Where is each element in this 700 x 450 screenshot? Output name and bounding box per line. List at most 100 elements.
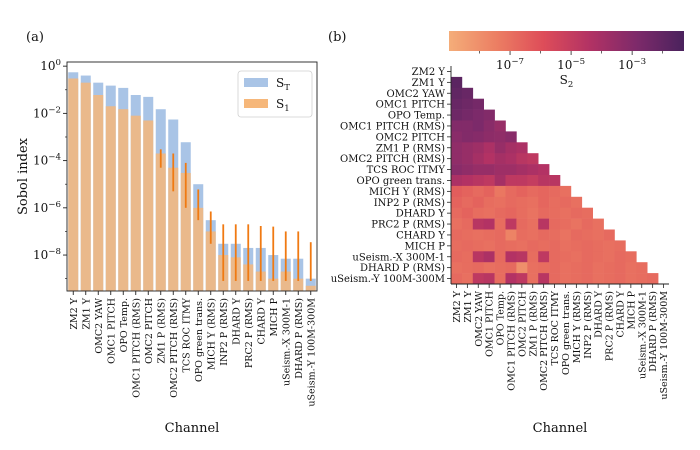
heatmap-cell bbox=[647, 273, 659, 285]
heatmap-cell bbox=[451, 109, 463, 121]
col-label: uSeism.-X 300M-1 bbox=[637, 291, 648, 379]
heatmap-cell bbox=[472, 185, 484, 198]
heatmap-cell bbox=[461, 229, 474, 241]
heatmap-cell bbox=[570, 240, 583, 252]
x-tick-label: uSeism.-X 300M-1 bbox=[281, 298, 292, 386]
heatmap-cell bbox=[603, 251, 615, 263]
colorbar-label: S2 bbox=[560, 73, 574, 90]
x-tick-label: INP2 P (RMS) bbox=[219, 298, 230, 366]
heatmap-cell bbox=[560, 207, 572, 219]
heatmap-cell bbox=[494, 218, 506, 230]
heatmap-cell bbox=[451, 87, 463, 99]
heatmap-cell bbox=[560, 218, 572, 230]
heatmap-cell bbox=[538, 229, 550, 241]
heatmap-cell bbox=[483, 273, 495, 285]
col-label: uSeism.-Y 100M-300M bbox=[659, 291, 670, 400]
heatmap-cell bbox=[603, 262, 615, 274]
heatmap-cell bbox=[461, 273, 474, 285]
bar-s1 bbox=[155, 153, 166, 291]
heatmap-cell bbox=[472, 229, 484, 241]
col-label: DHARD P (RMS) bbox=[648, 291, 659, 372]
bar-s1 bbox=[143, 120, 154, 292]
heatmap-cell bbox=[505, 262, 517, 274]
heatmap-cell bbox=[505, 207, 517, 219]
heatmap-cell bbox=[505, 164, 517, 176]
row-label: OPO green trans. bbox=[357, 176, 445, 187]
heatmap-cell bbox=[581, 273, 593, 285]
heatmap-cell bbox=[461, 240, 474, 252]
heatmap-cell bbox=[549, 196, 561, 208]
heatmap-cell bbox=[538, 218, 550, 230]
heatmap-cell bbox=[451, 142, 463, 154]
heatmap-cell bbox=[614, 262, 626, 274]
row-label: MICH P bbox=[405, 241, 446, 252]
bar-axes-frame bbox=[66, 61, 318, 292]
row-label: MICH Y (RMS) bbox=[369, 187, 445, 198]
legend-swatch-s1 bbox=[244, 99, 268, 108]
col-label: ZM1 Y bbox=[463, 290, 474, 322]
bar-s1 bbox=[93, 95, 104, 292]
heatmap-cell bbox=[549, 175, 561, 187]
heatmap-cell bbox=[570, 273, 583, 285]
heatmap-cell bbox=[451, 185, 463, 198]
heatmap-cell bbox=[527, 240, 539, 252]
heatmap-cell bbox=[472, 218, 484, 230]
heatmap-cell bbox=[538, 164, 550, 176]
row-label: ZM2 Y bbox=[412, 67, 446, 78]
heatmap-cell bbox=[549, 240, 561, 252]
heatmap-cell bbox=[472, 273, 484, 285]
col-label: OMC2 PITCH (RMS) bbox=[539, 291, 550, 391]
y-tick-label: 10−2 bbox=[33, 105, 61, 120]
row-label: uSeism.-X 300M-1 bbox=[352, 252, 445, 263]
heatmap-cell bbox=[592, 273, 604, 285]
heatmap-cell bbox=[483, 229, 495, 241]
heatmap-cell bbox=[516, 185, 528, 198]
heatmap-cell bbox=[451, 98, 463, 110]
heatmap-cell bbox=[461, 87, 474, 99]
legend-box bbox=[237, 70, 313, 118]
heatmap-cell bbox=[472, 262, 484, 274]
heatmap-cell bbox=[570, 207, 583, 219]
heatmap-cell bbox=[483, 153, 495, 165]
panel-b-label: (b) bbox=[328, 30, 346, 45]
row-label: PRC2 P (RMS) bbox=[371, 220, 445, 231]
row-label: OMC2 YAW bbox=[386, 89, 445, 100]
heatmap-cell bbox=[451, 175, 463, 187]
heatmap-cell bbox=[505, 251, 517, 263]
col-label: OPO green trans. bbox=[561, 291, 572, 375]
legend: ST S1 bbox=[237, 70, 313, 118]
heatmap-cell bbox=[527, 251, 539, 263]
heatmap-cell bbox=[560, 229, 572, 241]
col-label: TCS ROC ITMY bbox=[550, 290, 561, 365]
heatmap-cell bbox=[603, 273, 615, 285]
heatmap-cell bbox=[527, 185, 539, 198]
heatmap-cell bbox=[549, 229, 561, 241]
colorbar-tick-label: 10−3 bbox=[618, 57, 646, 72]
heatmap-cell bbox=[494, 207, 506, 219]
bar-s1 bbox=[80, 82, 91, 291]
heatmap-cell bbox=[570, 262, 583, 274]
heatmap-cell bbox=[451, 240, 463, 252]
heatmap-cell bbox=[483, 262, 495, 274]
bar-st bbox=[305, 278, 316, 291]
heatmap-cell bbox=[581, 207, 593, 219]
heatmap-cell bbox=[549, 273, 561, 285]
heatmap-cell bbox=[461, 120, 474, 132]
heatmap-cell bbox=[494, 262, 506, 274]
heatmap-cell bbox=[581, 262, 593, 274]
heatmap-cell bbox=[636, 262, 648, 274]
heatmap-cell bbox=[603, 240, 615, 252]
heatmap-cell bbox=[494, 251, 506, 263]
x-tick-label: OMC2 PITCH bbox=[144, 298, 155, 364]
bar-s1 bbox=[130, 115, 141, 292]
heatmap-cell bbox=[592, 262, 604, 274]
legend-swatch-st bbox=[244, 78, 268, 87]
heatmap-cell bbox=[527, 273, 539, 285]
heatmap-cell bbox=[570, 218, 583, 230]
heatmap-cell bbox=[527, 218, 539, 230]
heatmap-cell bbox=[505, 196, 517, 208]
heatmap-cell bbox=[451, 120, 463, 132]
heatmap-cell bbox=[451, 251, 463, 263]
